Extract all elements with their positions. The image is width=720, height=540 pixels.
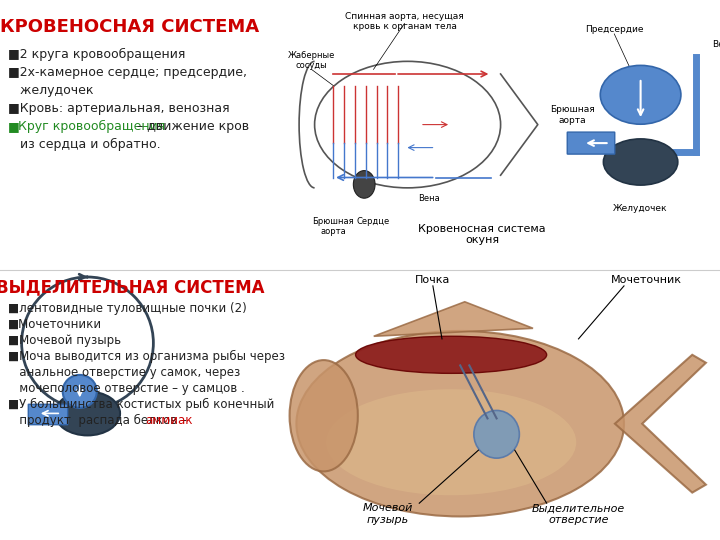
- FancyBboxPatch shape: [567, 132, 615, 154]
- Text: Брюшная
аорта: Брюшная аорта: [312, 217, 354, 236]
- Text: Кровеносная система
окуня: Кровеносная система окуня: [418, 224, 546, 245]
- Ellipse shape: [63, 375, 96, 408]
- Ellipse shape: [600, 65, 681, 124]
- FancyBboxPatch shape: [28, 404, 68, 424]
- Text: ВЫДЕЛИТЕЛЬНАЯ СИСТЕМА: ВЫДЕЛИТЕЛЬНАЯ СИСТЕМА: [0, 278, 264, 296]
- Text: Желудочек: Желудочек: [613, 204, 668, 213]
- Text: ■У большинства костистых рыб конечный: ■У большинства костистых рыб конечный: [8, 398, 274, 411]
- Text: Жаберные
сосуды: Жаберные сосуды: [288, 51, 336, 70]
- Text: ■Моча выводится из организма рыбы через: ■Моча выводится из организма рыбы через: [8, 350, 285, 363]
- Text: мочеполовое отверстие – у самцов .: мочеполовое отверстие – у самцов .: [8, 382, 245, 395]
- Ellipse shape: [354, 171, 375, 198]
- Ellipse shape: [356, 336, 546, 373]
- Text: Выделительное
отверстие: Выделительное отверстие: [532, 503, 625, 525]
- Text: ■лентовидные туловищные почки (2): ■лентовидные туловищные почки (2): [8, 302, 247, 315]
- Text: аммиак: аммиак: [145, 414, 193, 427]
- Ellipse shape: [289, 360, 358, 471]
- Text: желудочек: желудочек: [8, 84, 94, 97]
- Text: Предсердие: Предсердие: [585, 25, 644, 35]
- Ellipse shape: [603, 139, 678, 185]
- Text: Мочеточник: Мочеточник: [611, 275, 683, 285]
- Text: ■Мочевой пузырь: ■Мочевой пузырь: [8, 334, 121, 347]
- Ellipse shape: [55, 392, 120, 435]
- Text: Брюшная
аорта: Брюшная аорта: [550, 105, 595, 125]
- Text: Вена: Вена: [418, 194, 440, 202]
- Text: ■Кровь: артериальная, венозная: ■Кровь: артериальная, венозная: [8, 102, 230, 115]
- Text: анальное отверстие у самок, через: анальное отверстие у самок, через: [8, 366, 240, 379]
- Ellipse shape: [326, 389, 576, 495]
- Text: КРОВЕНОСНАЯ СИСТЕМА: КРОВЕНОСНАЯ СИСТЕМА: [1, 18, 260, 36]
- Text: Спинная аорта, несущая
кровь к органам тела: Спинная аорта, несущая кровь к органам т…: [345, 12, 464, 31]
- Text: Сердце: Сердце: [357, 217, 390, 226]
- Polygon shape: [615, 355, 706, 492]
- Text: Почка: Почка: [415, 275, 451, 285]
- Polygon shape: [374, 302, 533, 336]
- Text: ■2 круга кровообращения: ■2 круга кровообращения: [8, 48, 185, 61]
- Text: ■Мочеточники: ■Мочеточники: [8, 318, 102, 331]
- Text: продукт  распада белков –: продукт распада белков –: [8, 414, 191, 427]
- Text: Круг кровообращения: Круг кровообращения: [18, 120, 166, 133]
- Text: Мочевой
пузырь: Мочевой пузырь: [362, 503, 413, 525]
- Text: из сердца и обратно.: из сердца и обратно.: [8, 138, 161, 151]
- Text: ■: ■: [8, 120, 19, 133]
- Text: – движение кров: – движение кров: [133, 120, 249, 133]
- Text: Вена: Вена: [712, 40, 720, 49]
- Text: ■2х-камерное сердце; предсердие,: ■2х-камерное сердце; предсердие,: [8, 66, 247, 79]
- Ellipse shape: [297, 331, 624, 516]
- Ellipse shape: [474, 410, 519, 458]
